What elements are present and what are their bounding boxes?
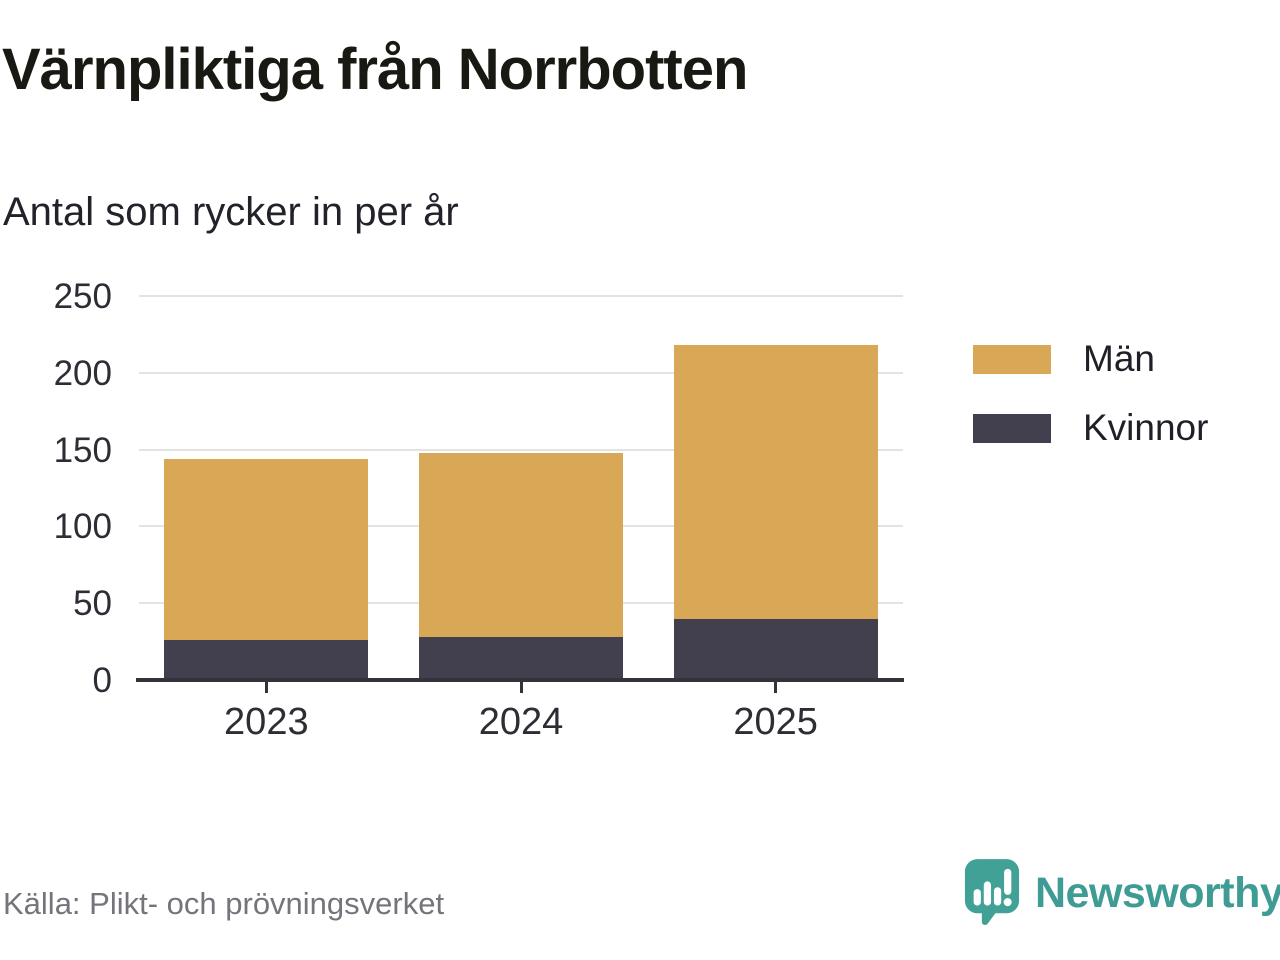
plot-area: [139, 295, 903, 680]
bar-segment-kvinnor-2023: [164, 640, 369, 680]
bar-segment-kvinnor-2024: [419, 637, 623, 680]
gridline-150: [139, 448, 903, 451]
legend-label-women: Kvinnor: [1083, 407, 1209, 448]
x-axis-tick: [519, 682, 523, 693]
newsworthy-logo-icon: [964, 859, 1020, 926]
legend-item-women: Kvinnor: [973, 407, 1208, 449]
source-caption: Källa: Plikt- och prövningsverket: [3, 886, 445, 921]
y-axis-tick-label: 250: [53, 277, 112, 316]
x-axis-tick-label: 2024: [478, 701, 564, 743]
bar-2024: [419, 452, 623, 680]
x-axis-tick: [264, 682, 268, 693]
bar-segment-män-2024: [419, 452, 623, 637]
legend-swatch-men: [973, 344, 1051, 374]
bar-2025: [673, 345, 878, 680]
x-axis-tick: [774, 682, 778, 693]
x-axis-line: [136, 678, 904, 682]
y-axis-tick-label: 0: [92, 661, 112, 700]
newsworthy-wordmark: Newsworthy: [1035, 868, 1280, 917]
gridline-250: [139, 295, 903, 297]
newsworthy-brand: Newsworthy: [963, 857, 1280, 929]
bar-segment-män-2023: [164, 458, 369, 641]
bar-segment-män-2025: [673, 345, 878, 619]
legend: Män Kvinnor: [973, 338, 1208, 476]
chart-subtitle: Antal som rycker in per år: [3, 190, 459, 234]
x-axis-tick-label: 2025: [733, 701, 818, 743]
gridline-200: [139, 371, 903, 374]
bar-2023: [164, 458, 369, 680]
x-axis-tick-label: 2023: [224, 701, 309, 743]
y-axis-tick-label: 100: [53, 507, 112, 547]
y-axis-tick-label: 150: [53, 430, 112, 470]
y-axis-tick-label: 50: [73, 584, 112, 624]
legend-swatch-women: [973, 413, 1051, 443]
chart-title: Värnpliktiga från Norrbotten: [2, 37, 748, 102]
y-axis-tick-label: 200: [53, 353, 112, 393]
bar-segment-kvinnor-2025: [673, 618, 878, 680]
legend-label-men: Män: [1083, 338, 1155, 379]
legend-item-men: Män: [973, 338, 1208, 380]
